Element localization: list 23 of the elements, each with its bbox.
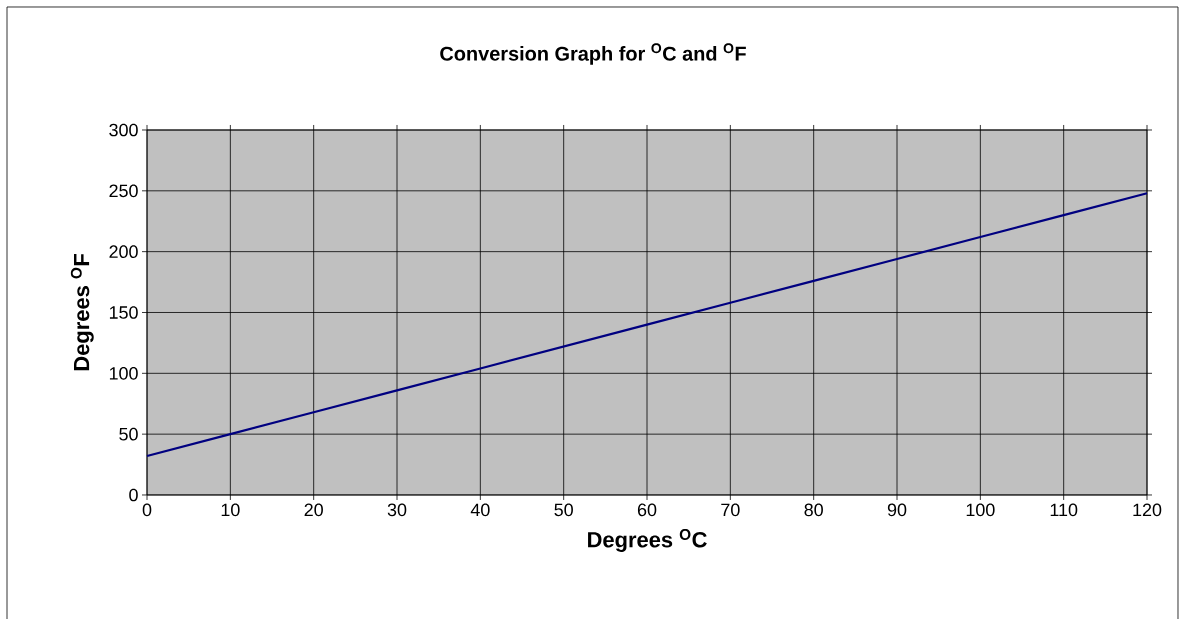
y-tick-label: 250 <box>109 184 138 198</box>
x-tick-label: 10 <box>221 503 240 517</box>
x-tick-label: 90 <box>887 503 907 517</box>
y-tick-label: 150 <box>109 306 138 319</box>
y-tick-label: 100 <box>109 366 138 380</box>
y-tick-label: 50 <box>119 427 138 441</box>
x-tick-label: 20 <box>304 503 323 517</box>
chart-title: Conversion Graph for $^{O}$C and $^{O}$F <box>440 43 746 65</box>
x-tick-label: 30 <box>387 503 407 517</box>
x-tick-label: 70 <box>721 503 740 517</box>
x-axis-title: Degrees $^{O}$C <box>588 529 707 552</box>
y-tick-label: 300 <box>109 123 138 137</box>
y-tick-label: 0 <box>129 488 138 502</box>
x-tick-label: 110 <box>1050 503 1078 517</box>
x-tick-label: 100 <box>966 503 995 517</box>
x-tick-label: 40 <box>470 503 490 517</box>
x-tick-label: 0 <box>142 503 152 517</box>
x-tick-label: 120 <box>1133 503 1162 517</box>
y-tick-label: 200 <box>109 245 138 258</box>
x-tick-label: 60 <box>637 503 657 517</box>
y-axis-title: Degrees $^{O}$F <box>70 254 94 371</box>
x-tick-label: 80 <box>804 503 823 517</box>
x-tick-label: 50 <box>554 503 573 517</box>
